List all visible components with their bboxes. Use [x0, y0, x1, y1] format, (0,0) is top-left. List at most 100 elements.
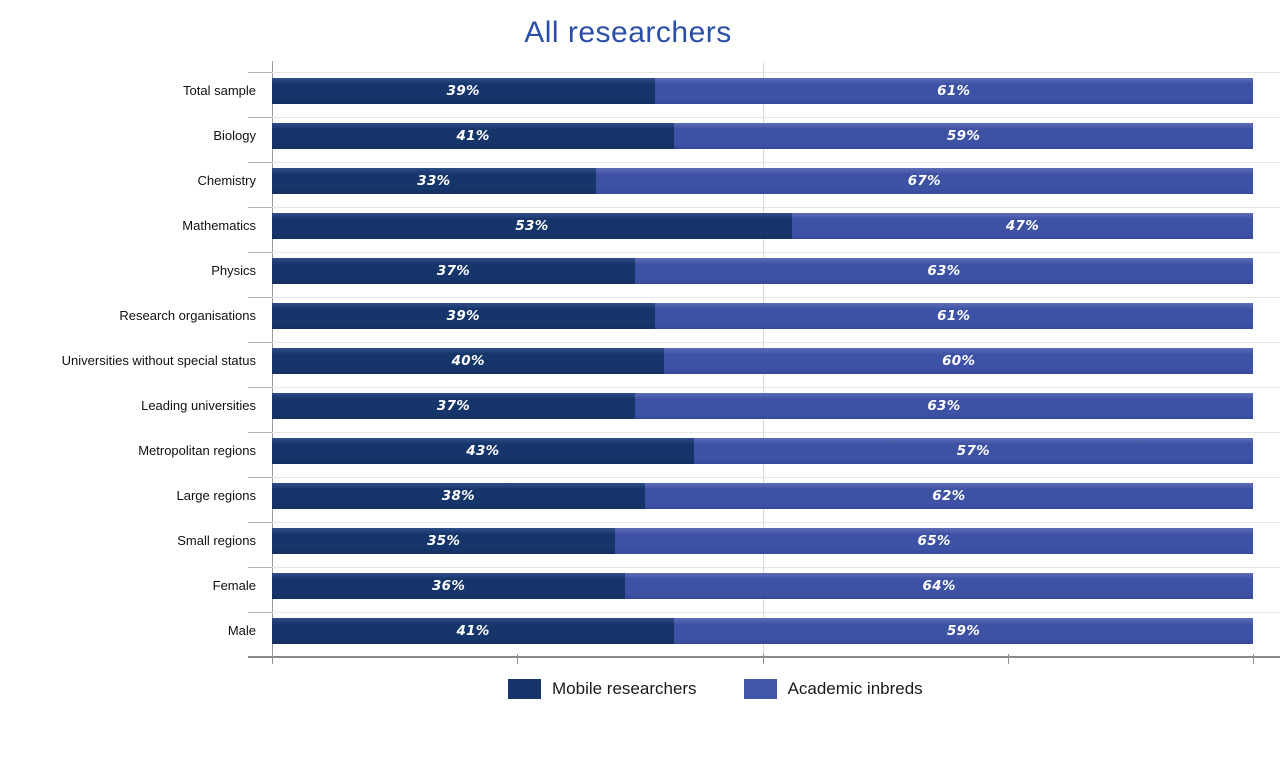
legend: Mobile researchers Academic inbreds [508, 679, 923, 699]
category-gridline [248, 252, 1280, 253]
y-axis-tick [248, 252, 272, 253]
bar-value-label: 62% [932, 488, 966, 504]
category-label: Mathematics [182, 218, 256, 233]
bar-value-label: 37% [436, 263, 471, 279]
bar-segment-academic-inbreds: 67% [595, 168, 1253, 194]
bar-row: 41% 59% [272, 618, 1253, 644]
category-label: Biology [213, 128, 256, 143]
bar-segment-academic-inbreds: 63% [634, 258, 1253, 284]
bar-segment-academic-inbreds: 61% [654, 303, 1253, 329]
y-axis-tick [248, 477, 272, 478]
bar-segment-mobile-researchers: 37% [272, 258, 635, 284]
category-label: Male [227, 623, 256, 638]
y-axis-tick [248, 432, 272, 433]
y-axis-tick [248, 612, 272, 613]
category-label: Physics [211, 263, 256, 278]
category-gridline [248, 432, 1280, 433]
bar-segment-academic-inbreds: 63% [634, 393, 1253, 419]
bar-segment-mobile-researchers: 40% [272, 348, 665, 374]
legend-swatch-light-icon [743, 679, 777, 699]
bar-value-label: 43% [466, 443, 500, 459]
bar-value-label: 35% [427, 533, 461, 549]
legend-item-academic-inbreds: Academic inbreds [743, 679, 923, 699]
bar-value-label: 41% [456, 623, 490, 639]
category-label: Metropolitan regions [138, 443, 256, 458]
legend-swatch-dark-icon [508, 679, 541, 699]
x-axis-tick [517, 654, 519, 664]
plot-area: 39% 61% 41% 59% 33% 67% 53% 47% 37% 63% 39% 61% 40% 6… [248, 61, 1280, 664]
category-label: Leading universities [141, 398, 256, 413]
bar-value-label: 67% [907, 173, 941, 189]
bar-segment-mobile-researchers: 38% [272, 483, 645, 509]
bar-row: 38% 62% [272, 483, 1253, 509]
category-gridline [248, 297, 1280, 298]
bar-segment-academic-inbreds: 62% [644, 483, 1253, 509]
bar-value-label: 60% [942, 353, 976, 369]
x-axis-tick [1007, 654, 1009, 664]
category-gridline [248, 612, 1280, 613]
bar-segment-mobile-researchers: 39% [272, 303, 655, 329]
bar-row: 36% 64% [272, 573, 1253, 599]
bar-row: 35% 65% [272, 528, 1253, 554]
bar-segment-academic-inbreds: 59% [674, 618, 1253, 644]
category-gridline [248, 72, 1280, 73]
category-gridline [248, 117, 1280, 118]
bar-row: 33% 67% [272, 168, 1253, 194]
chart-title: All researchers [524, 16, 732, 49]
legend-label: Mobile researchers [552, 679, 697, 698]
category-gridline [248, 522, 1280, 523]
y-axis-tick [248, 522, 272, 523]
bar-row: 41% 59% [272, 123, 1253, 149]
y-axis-tick [248, 117, 272, 118]
bar-row: 37% 63% [272, 393, 1253, 419]
bar-segment-mobile-researchers: 39% [272, 78, 655, 104]
bar-segment-academic-inbreds: 61% [654, 78, 1253, 104]
y-axis-tick [248, 72, 272, 73]
bar-value-label: 39% [446, 83, 480, 99]
bar-value-label: 33% [417, 173, 451, 189]
bar-value-label: 39% [446, 308, 480, 324]
bar-value-label: 36% [431, 578, 466, 594]
y-axis-tick [248, 297, 272, 298]
x-axis-tick [762, 654, 764, 664]
bar-segment-academic-inbreds: 59% [674, 123, 1253, 149]
category-gridline [248, 477, 1280, 478]
bar-segment-academic-inbreds: 60% [664, 348, 1253, 374]
bar-segment-academic-inbreds: 65% [615, 528, 1253, 554]
category-gridline [248, 162, 1280, 163]
x-axis-line [248, 656, 1280, 658]
y-axis-tick [248, 162, 272, 163]
bar-segment-mobile-researchers: 33% [272, 168, 596, 194]
bar-segment-mobile-researchers: 53% [272, 213, 792, 239]
bar-row: 39% 61% [272, 303, 1253, 329]
bar-segment-academic-inbreds: 57% [693, 438, 1253, 464]
bar-segment-mobile-researchers: 35% [272, 528, 616, 554]
category-label: Small regions [177, 533, 256, 548]
bar-row: 53% 47% [272, 213, 1253, 239]
bar-value-label: 65% [917, 533, 951, 549]
bar-row: 40% 60% [272, 348, 1253, 374]
bar-value-label: 64% [922, 578, 956, 594]
bar-value-label: 59% [946, 623, 981, 639]
bar-value-label: 41% [456, 128, 490, 144]
category-gridline [248, 387, 1280, 388]
category-label: Research organisations [119, 308, 256, 323]
y-axis-tick [248, 567, 272, 568]
y-axis-tick [248, 387, 272, 388]
bar-row: 39% 61% [272, 78, 1253, 104]
bar-segment-academic-inbreds: 64% [625, 573, 1253, 599]
x-axis-tick [272, 654, 273, 664]
bar-value-label: 37% [436, 398, 471, 414]
bar-segment-mobile-researchers: 41% [272, 123, 675, 149]
bar-row: 43% 57% [272, 438, 1253, 464]
bar-value-label: 57% [956, 443, 991, 459]
bar-row: 37% 63% [272, 258, 1253, 284]
category-label: Universities without special status [61, 353, 256, 368]
bar-value-label: 63% [927, 398, 961, 414]
bar-segment-mobile-researchers: 43% [272, 438, 694, 464]
y-axis-tick [248, 342, 272, 343]
category-gridline [248, 342, 1280, 343]
bar-value-label: 59% [946, 128, 981, 144]
bar-value-label: 61% [937, 83, 971, 99]
